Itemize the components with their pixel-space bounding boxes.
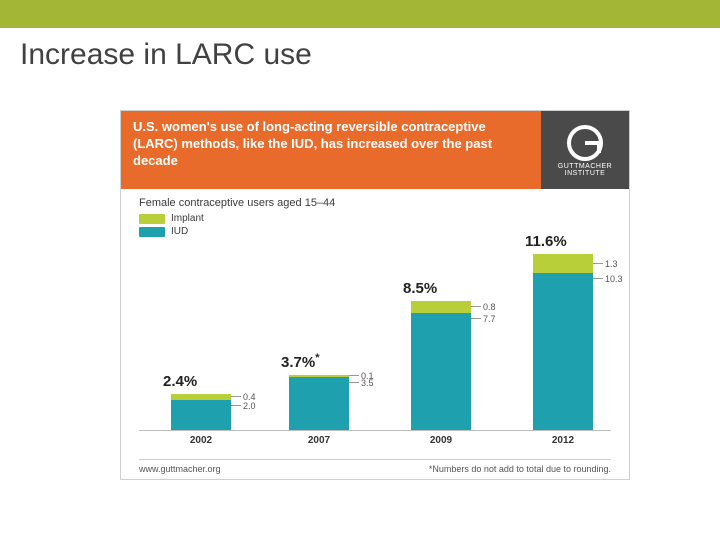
bar-stack	[533, 254, 593, 430]
value-tick	[349, 382, 359, 383]
legend-label-iud: IUD	[171, 226, 188, 237]
x-axis-label: 2002	[161, 435, 241, 446]
value-tick	[593, 278, 603, 279]
value-tick	[231, 405, 241, 406]
legend-item-implant: Implant	[139, 213, 611, 224]
bar-stack	[289, 375, 349, 430]
legend-label-implant: Implant	[171, 213, 204, 224]
bar-segment-implant	[411, 301, 471, 313]
bar-stack	[171, 394, 231, 430]
footer-source: www.guttmacher.org	[139, 464, 221, 474]
top-accent-bar	[0, 0, 720, 28]
logo-text-top: GUTTMACHER	[558, 163, 612, 170]
value-tick	[349, 375, 359, 376]
x-axis-label: 2009	[401, 435, 481, 446]
bar-segment-iud	[533, 273, 593, 430]
figure-footer: www.guttmacher.org *Numbers do not add t…	[139, 459, 611, 474]
bar-total-label: 3.7%*	[281, 352, 319, 371]
value-tick	[471, 318, 481, 319]
bar-total-label: 2.4%	[163, 373, 197, 390]
x-axis-label: 2007	[279, 435, 359, 446]
guttmacher-logo: GUTTMACHER INSTITUTE	[541, 111, 629, 189]
x-axis: 2002 2007 2009 2012	[139, 435, 611, 453]
bar-segment-iud	[171, 400, 231, 430]
implant-value-label: 1.3	[605, 259, 618, 269]
value-tick	[471, 306, 481, 307]
slide: Increase in LARC use U.S. women's use of…	[0, 0, 720, 540]
iud-value-label: 3.5	[361, 378, 374, 388]
bar-total-label: 11.6%	[525, 233, 567, 250]
iud-value-label: 10.3	[605, 274, 623, 284]
slide-title: Increase in LARC use	[0, 28, 720, 72]
figure-header-text: U.S. women's use of long-acting reversib…	[121, 111, 541, 189]
logo-text-bottom: INSTITUTE	[565, 170, 606, 177]
iud-value-label: 7.7	[483, 314, 496, 324]
legend-swatch-implant	[139, 214, 165, 224]
footer-note: *Numbers do not add to total due to roun…	[429, 464, 611, 474]
value-tick	[231, 396, 241, 397]
value-tick	[593, 263, 603, 264]
figure-header: U.S. women's use of long-acting reversib…	[121, 111, 629, 189]
bar-segment-iud	[411, 313, 471, 430]
figure-subtitle: Female contraceptive users aged 15–44	[121, 189, 629, 211]
logo-g-icon	[565, 123, 605, 163]
bar-chart: 2.4%0.42.03.7%*0.13.58.5%0.87.711.6%1.31…	[139, 241, 611, 431]
bar-segment-implant	[533, 254, 593, 274]
larc-figure: U.S. women's use of long-acting reversib…	[120, 110, 630, 480]
legend-swatch-iud	[139, 227, 165, 237]
iud-value-label: 2.0	[243, 401, 256, 411]
bar-segment-iud	[289, 377, 349, 430]
bar-stack	[411, 301, 471, 430]
implant-value-label: 0.8	[483, 302, 496, 312]
x-axis-label: 2012	[523, 435, 603, 446]
bar-total-label: 8.5%	[403, 280, 437, 297]
